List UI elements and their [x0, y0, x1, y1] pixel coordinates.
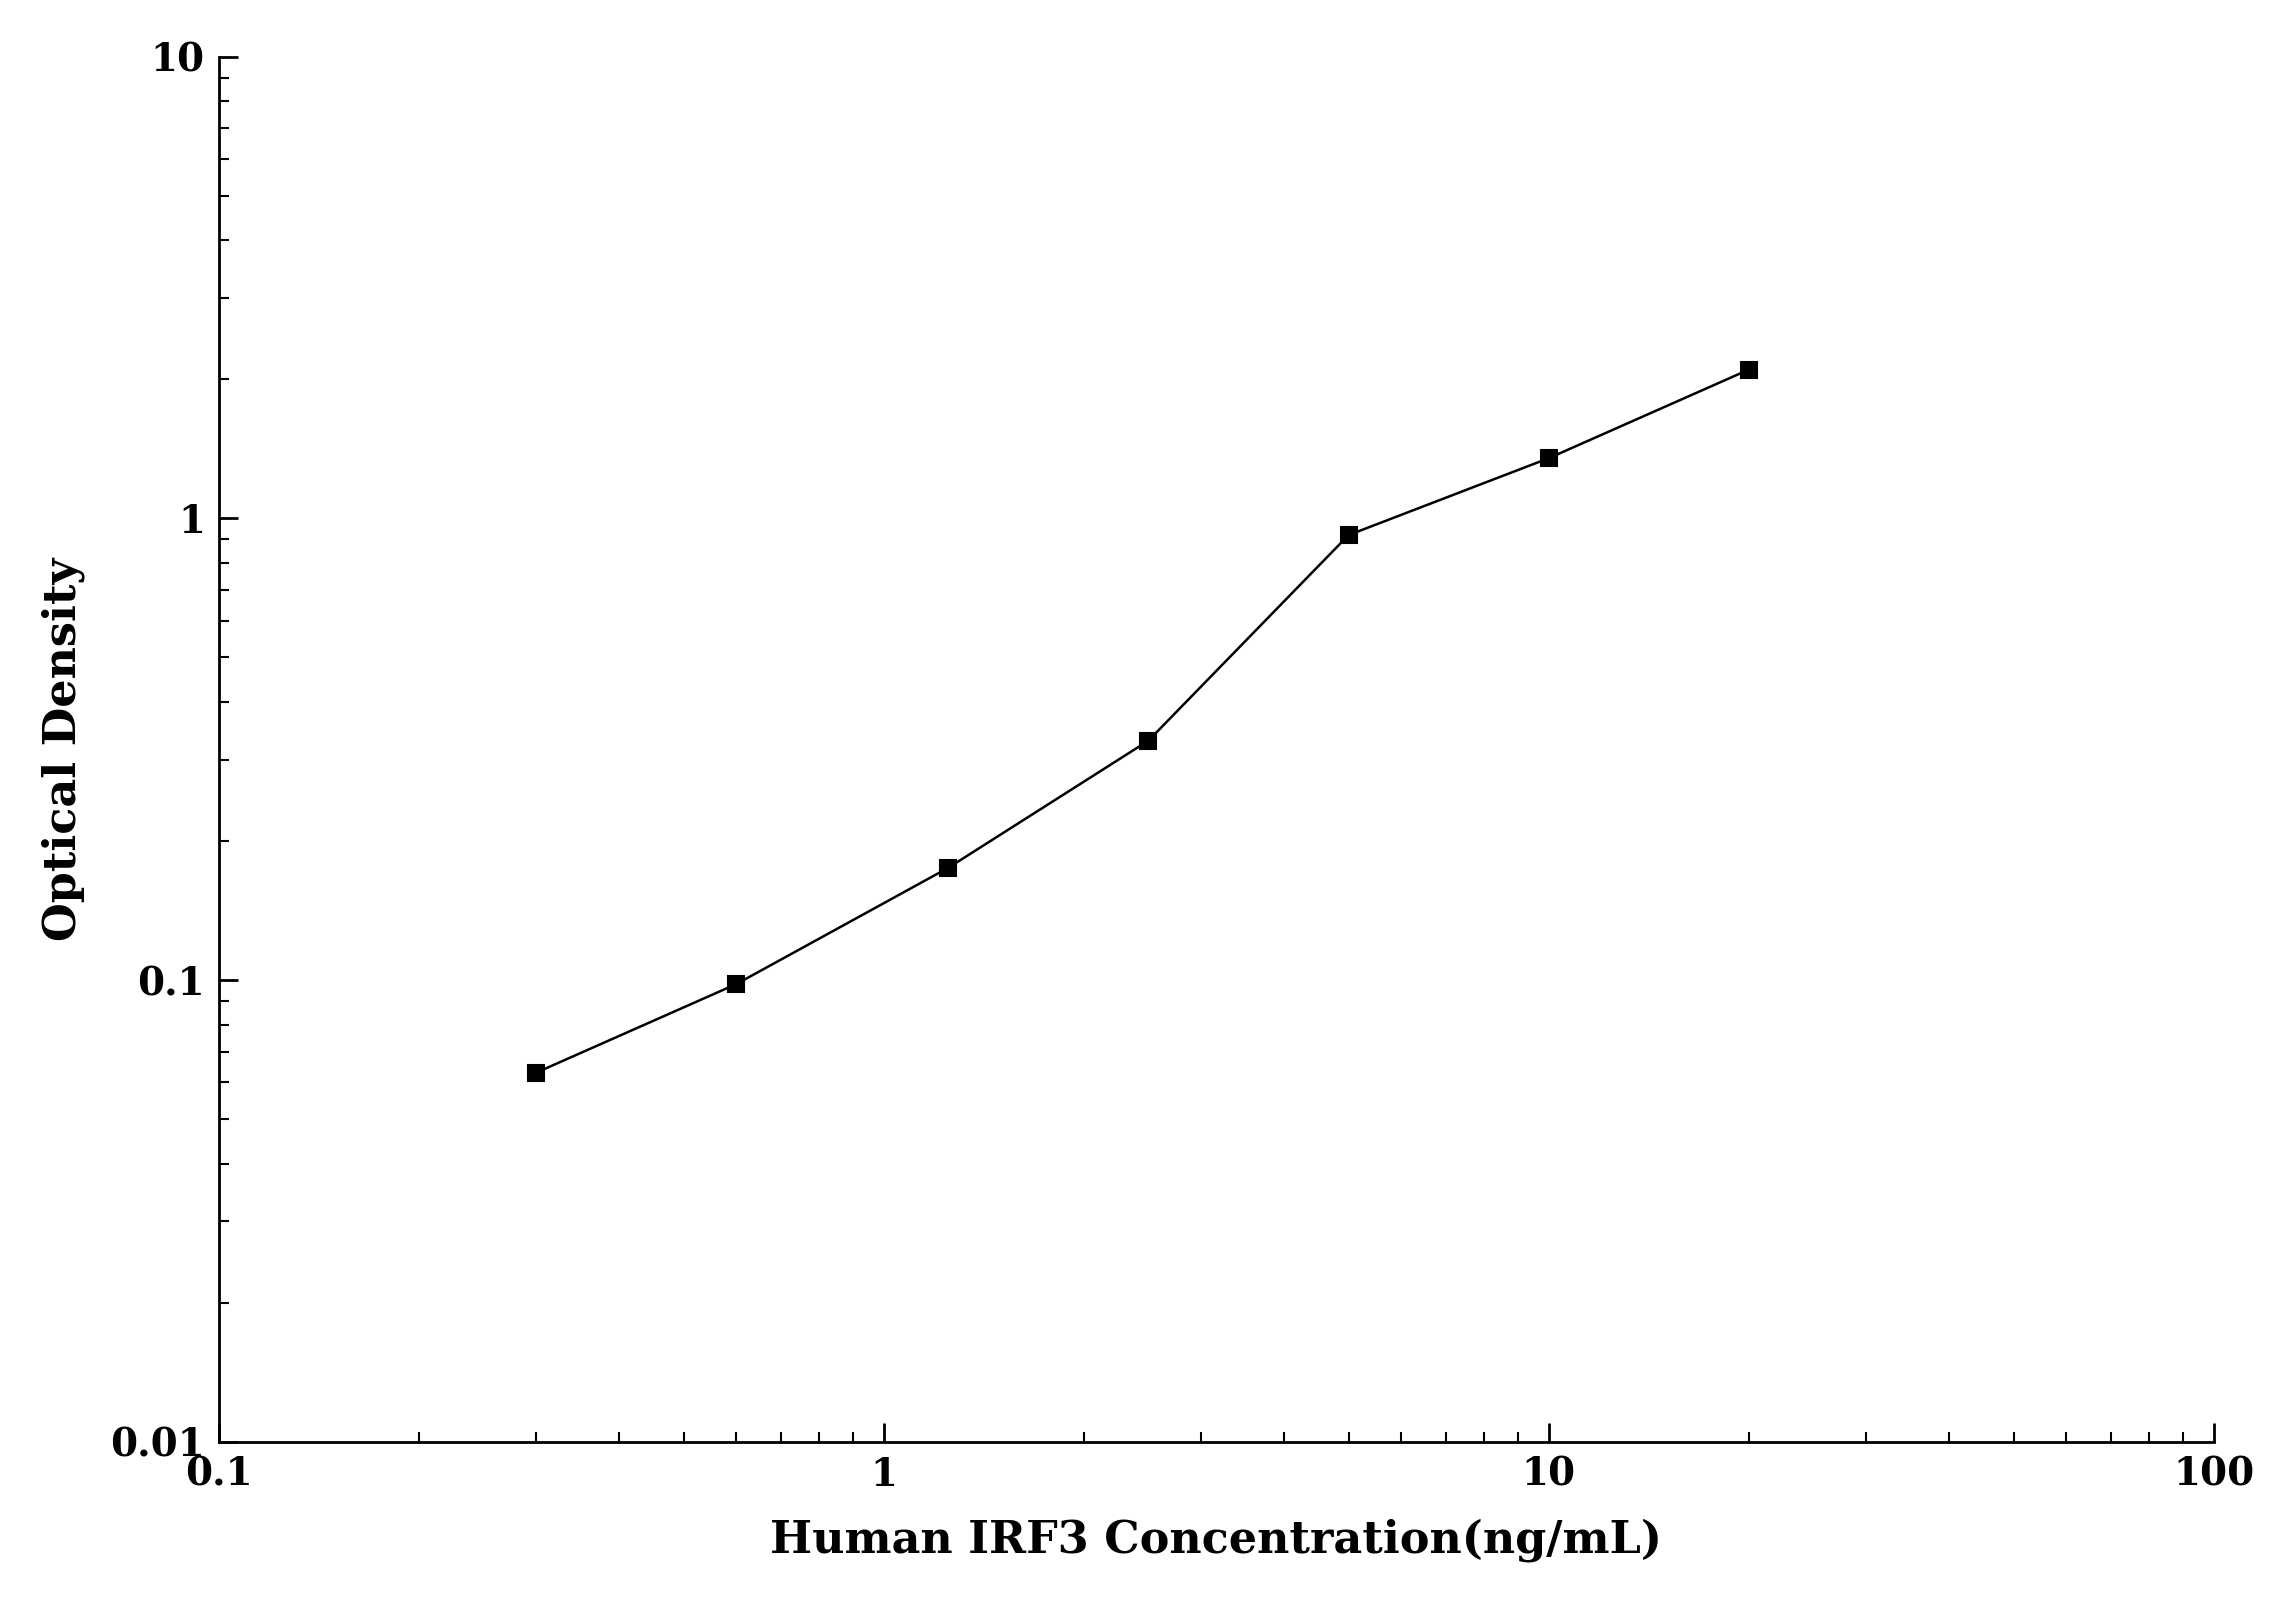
X-axis label: Human IRF3 Concentration(ng/mL): Human IRF3 Concentration(ng/mL) [769, 1519, 1662, 1562]
Y-axis label: Optical Density: Optical Density [41, 558, 85, 942]
